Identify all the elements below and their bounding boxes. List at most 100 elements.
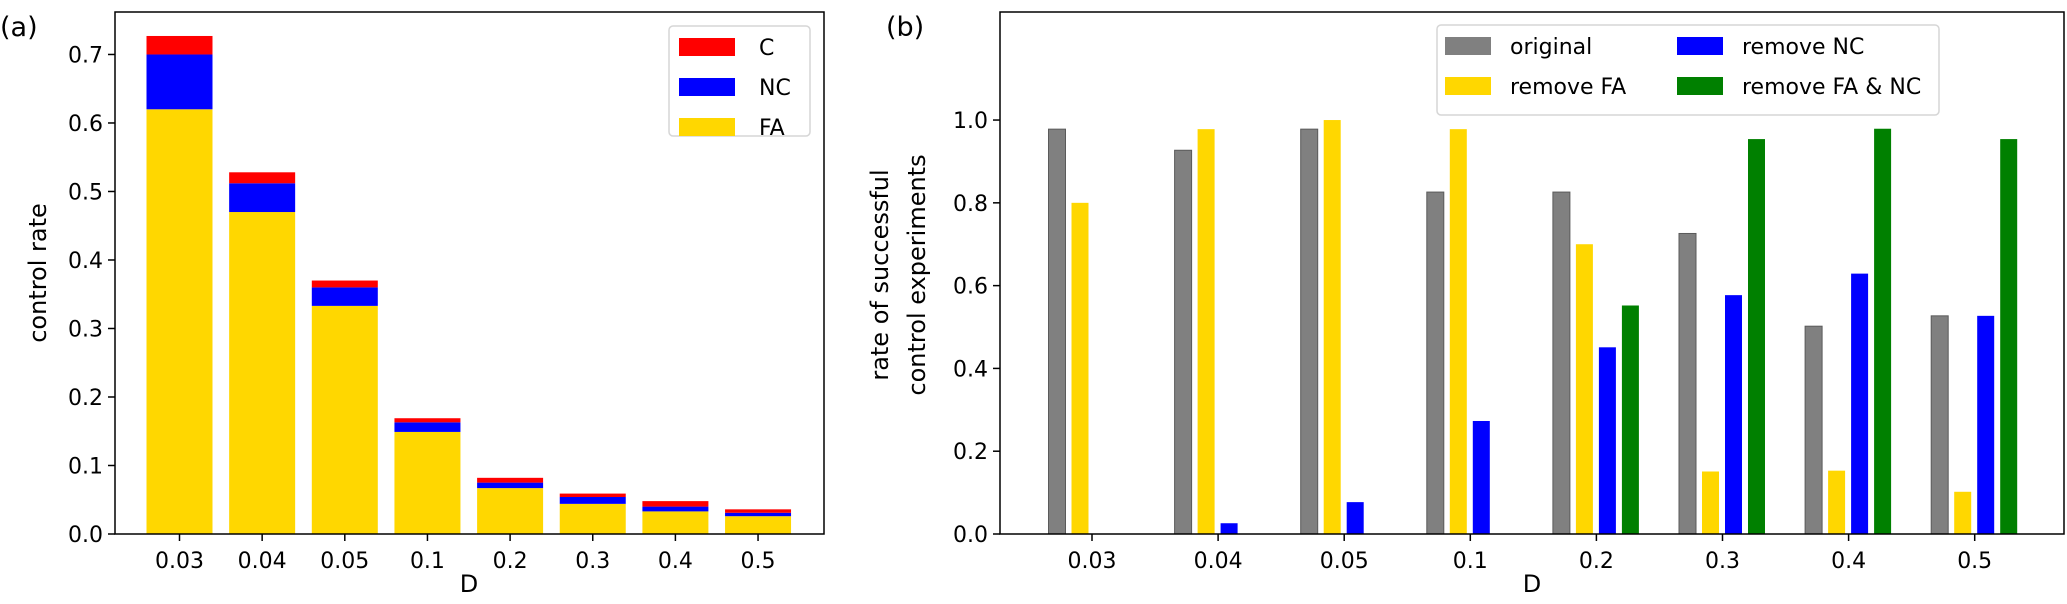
- y-tick-label-b: 0.0: [953, 523, 988, 548]
- bar-b-remove-fa-0.4: [1828, 470, 1846, 534]
- panel-label-a: (a): [0, 12, 38, 43]
- bar-a-nc-0.03: [146, 54, 213, 110]
- legend-label-b-original: original: [1510, 35, 1592, 60]
- panel-label-b: (b): [886, 12, 924, 43]
- x-tick-label-b: 0.1: [1453, 549, 1488, 574]
- legend-label-a-fa: FA: [759, 116, 785, 141]
- x-tick-label-a: 0.03: [155, 549, 204, 574]
- bar-b-remove-nc-0.04: [1220, 523, 1238, 534]
- legend-label-b-remove-fa-nc: remove FA & NC: [1742, 75, 1921, 100]
- legend-swatch-b-remove-fa: [1445, 77, 1491, 95]
- bar-b-remove-nc-0.1: [1472, 420, 1490, 534]
- bar-a-c-0.4: [642, 501, 709, 507]
- legend-swatch-b-remove-nc: [1677, 37, 1723, 55]
- bar-b-remove-fa-0.1: [1449, 129, 1467, 534]
- y-tick-label-b: 0.8: [953, 192, 988, 217]
- bar-b-remove-nc-0.4: [1851, 273, 1869, 534]
- y-tick-label-a: 0.0: [68, 523, 103, 548]
- bar-a-c-0.1: [394, 418, 461, 423]
- bar-a-fa-0.03: [146, 109, 213, 535]
- legend-label-a-c: C: [759, 36, 774, 61]
- bar-a-nc-0.05: [311, 287, 378, 306]
- y-axis-label-b-line1: rate of successful: [866, 169, 894, 380]
- x-tick-label-a: 0.2: [493, 549, 528, 574]
- bar-a-nc-0.1: [394, 422, 461, 432]
- bar-a-fa-0.2: [477, 488, 544, 534]
- bar-b-original-0.4: [1804, 325, 1823, 535]
- bar-b-remove-fa-0.05: [1323, 120, 1341, 535]
- panel-a: (a) 0.00.10.20.30.40.50.60.7 0.03 0.04 0.0…: [0, 11, 825, 598]
- y-tick-label-b: 0.6: [953, 275, 988, 300]
- legend-swatch-a-fa: [679, 118, 735, 136]
- plot-frame-b: [999, 11, 2065, 535]
- bar-b-remove-nc-0.05: [1346, 502, 1364, 534]
- y-tick-label-a: 0.4: [68, 249, 103, 274]
- bar-a-nc-0.4: [642, 506, 709, 512]
- bar-a-nc-0.2: [477, 482, 544, 489]
- bar-b-original-0.5: [1930, 315, 1949, 535]
- bar-b-original-0.3: [1678, 232, 1697, 535]
- x-tick-label-b: 0.3: [1705, 549, 1740, 574]
- legend-swatch-b-remove-fa-nc: [1677, 77, 1723, 95]
- x-tick-label-a: 0.4: [658, 549, 693, 574]
- x-tick-label-a: 0.04: [238, 549, 287, 574]
- bar-a-fa-0.4: [642, 511, 709, 534]
- legend-swatch-a-c: [679, 38, 735, 56]
- x-tick-label-b: 0.5: [1957, 549, 1992, 574]
- bar-b-original-0.05: [1300, 128, 1319, 535]
- bar-a-c-0.03: [146, 35, 213, 55]
- x-tick-label-b: 0.2: [1579, 549, 1614, 574]
- panel-b: (b) 0.00.20.40.60.81.0 0.03 0.04 0.05 0.1 0.…: [866, 11, 2065, 598]
- x-tick-label-b: 0.03: [1068, 549, 1117, 574]
- bar-b-remove-fa-0.3: [1702, 471, 1719, 534]
- x-axis-label-b: D: [1523, 570, 1541, 598]
- bar-b-remove-nc-0.3: [1725, 295, 1742, 534]
- bar-a-fa-0.05: [311, 305, 378, 534]
- x-tick-label-b: 0.4: [1831, 549, 1866, 574]
- bar-a-nc-0.5: [725, 512, 792, 517]
- bar-b-remove-fa-0.03: [1071, 202, 1089, 534]
- x-tick-label-a: 0.1: [410, 549, 445, 574]
- x-tick-label-a: 0.05: [320, 549, 369, 574]
- bar-a-c-0.04: [229, 172, 296, 184]
- bar-b-original-0.2: [1552, 191, 1571, 535]
- y-tick-label-a: 0.7: [68, 43, 103, 68]
- y-ticks-b: 0.0 0.2 0.4 0.6 0.8 1.0: [953, 109, 1000, 548]
- y-tick-label-b: 1.0: [953, 109, 988, 134]
- x-axis-label-a: D: [460, 570, 478, 598]
- y-tick-label-a: 0.2: [68, 386, 103, 411]
- legend-a: C NC FA: [668, 25, 811, 141]
- legend-label-b-remove-fa: remove FA: [1510, 75, 1626, 100]
- bar-a-fa-0.5: [725, 516, 792, 534]
- bar-b-original-0.04: [1174, 149, 1193, 535]
- x-ticks-a: 0.03 0.04 0.05 0.1 0.2 0.3 0.4 0.5: [155, 534, 776, 574]
- bar-a-fa-0.3: [559, 503, 626, 534]
- bars-b: [1048, 120, 2018, 535]
- y-axis-label-b-line2: control experiments: [903, 154, 931, 395]
- y-tick-label-b: 0.2: [953, 440, 988, 465]
- bar-a-nc-0.04: [229, 183, 296, 213]
- bar-b-original-0.1: [1426, 191, 1445, 535]
- bar-b-remove-fa-0.04: [1197, 129, 1215, 534]
- legend-swatch-a-nc: [679, 78, 735, 96]
- y-tick-label-b: 0.4: [953, 357, 988, 382]
- bar-b-remove-fa-nc-0.3: [1748, 139, 1765, 535]
- legend-label-a-nc: NC: [759, 76, 791, 101]
- y-tick-label-a: 0.1: [68, 454, 103, 479]
- bar-b-remove-nc-0.2: [1598, 347, 1616, 534]
- bar-a-nc-0.3: [559, 497, 626, 504]
- legend-frame-b: [1436, 24, 1940, 116]
- bar-a-fa-0.1: [394, 431, 461, 534]
- y-ticks-a: 0.0 0.1 0.2 0.3 0.4 0.5 0.6 0.7: [68, 43, 115, 548]
- bar-a-c-0.2: [477, 477, 544, 483]
- bar-b-remove-fa-nc-0.4: [1874, 128, 1892, 534]
- y-tick-label-a: 0.3: [68, 317, 103, 342]
- x-tick-label-a: 0.3: [575, 549, 610, 574]
- legend-b: original remove FA remove NC remove FA & NC: [1436, 24, 1940, 116]
- legend-swatch-b-original: [1445, 37, 1491, 55]
- bars-a: [146, 35, 792, 535]
- plot-frame-a: [114, 11, 825, 535]
- bar-b-remove-fa-0.5: [1954, 491, 1972, 534]
- y-tick-label-a: 0.6: [68, 112, 103, 137]
